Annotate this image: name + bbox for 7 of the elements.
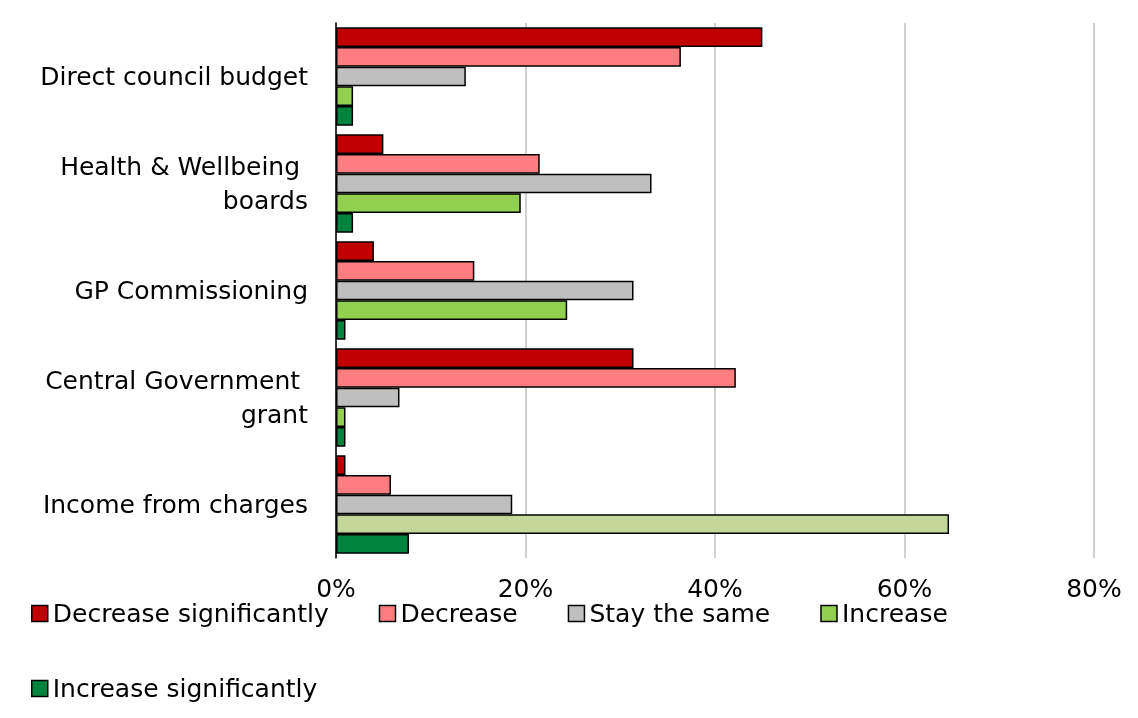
- y-tick-label: Direct council budget: [40, 62, 309, 91]
- x-tick-label: 80%: [1066, 574, 1122, 603]
- y-tick-label: Income from charges: [42, 490, 308, 519]
- y-tick-label: GP Commissioning: [74, 276, 308, 305]
- y-tick-label: Health & Wellbeing boards: [60, 152, 308, 215]
- legend-label: Increase significantly: [52, 674, 318, 703]
- y-tick-label: Central Government grant: [45, 366, 309, 429]
